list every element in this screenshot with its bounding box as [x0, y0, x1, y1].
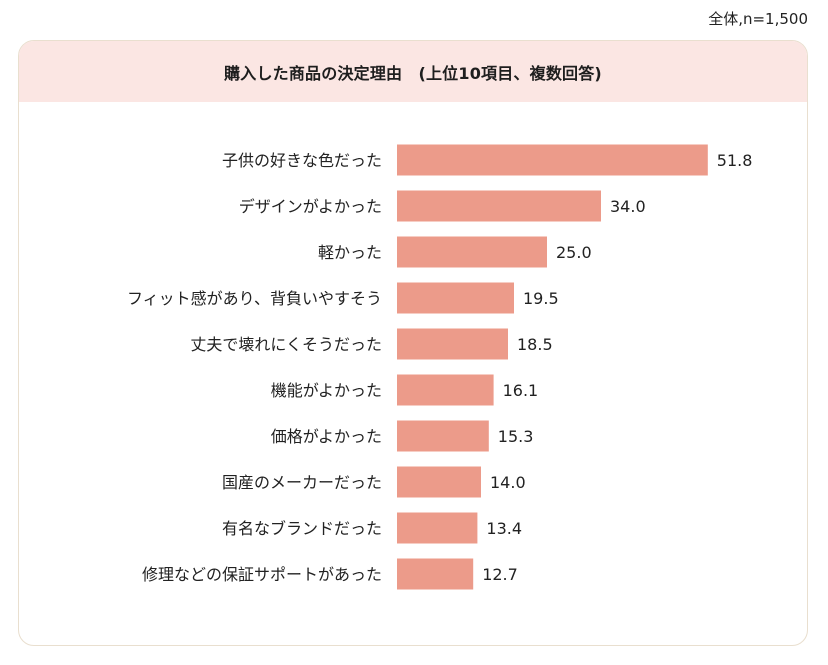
- sample-size-note: 全体,n=1,500: [708, 10, 808, 28]
- value-label: 18.5: [517, 335, 553, 354]
- bar: [397, 466, 481, 498]
- value-label: 19.5: [523, 289, 559, 308]
- bar: [397, 512, 478, 544]
- category-label: 丈夫で壊れにくそうだった: [190, 335, 382, 354]
- bar: [397, 558, 474, 590]
- bar: [397, 144, 708, 176]
- category-label: 軽かった: [318, 243, 382, 262]
- category-label: 価格がよかった: [271, 427, 382, 446]
- category-label: 有名なブランドだった: [222, 519, 382, 538]
- category-label: 修理などの保証サポートがあった: [142, 565, 382, 584]
- chart-title: 購入した商品の決定理由 (上位10項目、複数回答): [19, 41, 807, 102]
- category-label: フィット感があり、背負いやすそう: [127, 289, 382, 308]
- value-label: 12.7: [482, 565, 518, 584]
- value-label: 25.0: [556, 243, 592, 262]
- value-label: 51.8: [717, 151, 753, 170]
- value-label: 16.1: [503, 381, 539, 400]
- value-label: 14.0: [490, 473, 526, 492]
- value-label: 15.3: [498, 427, 534, 446]
- category-label: 国産のメーカーだった: [222, 473, 382, 492]
- category-label: デザインがよかった: [239, 197, 382, 216]
- bar: [397, 374, 494, 406]
- category-label: 子供の好きな色だった: [222, 151, 382, 170]
- bar: [397, 282, 514, 314]
- bar: [397, 328, 508, 360]
- value-label: 13.4: [486, 519, 522, 538]
- category-label: 機能がよかった: [271, 381, 382, 400]
- bar: [397, 420, 489, 452]
- bar: [397, 190, 601, 222]
- value-label: 34.0: [610, 197, 646, 216]
- bar: [397, 236, 547, 268]
